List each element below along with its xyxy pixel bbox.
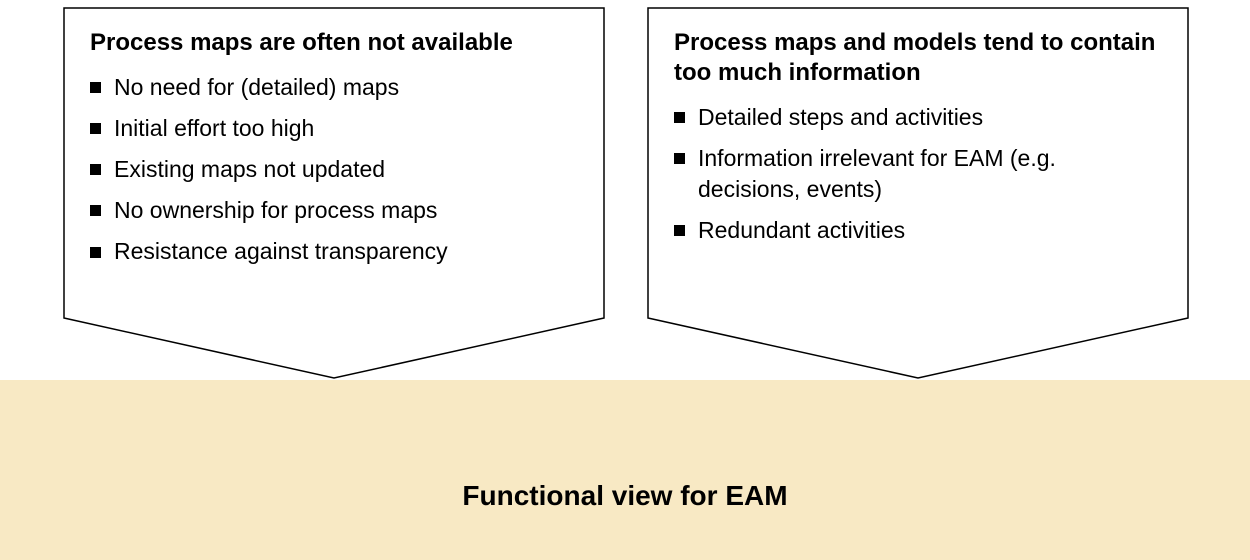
callout-title-left: Process maps are often not available	[90, 28, 578, 58]
callout-list-right: Detailed steps and activities Informatio…	[674, 102, 1162, 246]
list-item: Redundant activities	[674, 215, 1162, 246]
diagram-stage: Functional view for EAM Process maps are…	[0, 0, 1250, 560]
callout-box-left: Process maps are often not available No …	[64, 8, 604, 378]
list-item: Initial effort too high	[90, 113, 578, 144]
list-item: Detailed steps and activities	[674, 102, 1162, 133]
bottom-band: Functional view for EAM	[0, 380, 1250, 560]
list-item: Resistance against transparency	[90, 236, 578, 267]
list-item: No ownership for process maps	[90, 195, 578, 226]
list-item: No need for (detailed) maps	[90, 72, 578, 103]
list-item: Information irrelevant for EAM (e.g. dec…	[674, 143, 1162, 205]
bottom-band-label: Functional view for EAM	[0, 480, 1250, 560]
callout-content-left: Process maps are often not available No …	[64, 8, 604, 287]
callout-list-left: No need for (detailed) maps Initial effo…	[90, 72, 578, 267]
callout-box-right: Process maps and models tend to contain …	[648, 8, 1188, 378]
list-item: Existing maps not updated	[90, 154, 578, 185]
callout-title-right: Process maps and models tend to contain …	[674, 28, 1162, 88]
callout-content-right: Process maps and models tend to contain …	[648, 8, 1188, 266]
